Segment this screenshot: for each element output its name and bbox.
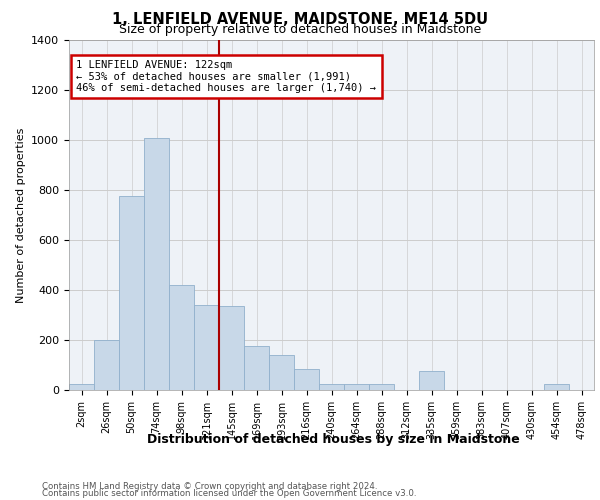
Text: Distribution of detached houses by size in Maidstone: Distribution of detached houses by size …: [146, 432, 520, 446]
Text: 1 LENFIELD AVENUE: 122sqm
← 53% of detached houses are smaller (1,991)
46% of se: 1 LENFIELD AVENUE: 122sqm ← 53% of detac…: [77, 60, 377, 93]
Text: Contains HM Land Registry data © Crown copyright and database right 2024.: Contains HM Land Registry data © Crown c…: [42, 482, 377, 491]
Bar: [219, 306, 244, 390]
Bar: [369, 384, 394, 390]
Bar: [144, 138, 169, 390]
Bar: [344, 384, 369, 390]
Bar: [419, 371, 444, 390]
Bar: [169, 285, 194, 390]
Bar: [69, 384, 94, 390]
Bar: [94, 340, 119, 390]
Bar: [119, 196, 144, 390]
Y-axis label: Number of detached properties: Number of detached properties: [16, 128, 26, 302]
Bar: [319, 384, 344, 390]
Bar: [294, 369, 319, 390]
Bar: [544, 384, 569, 390]
Text: 1, LENFIELD AVENUE, MAIDSTONE, ME14 5DU: 1, LENFIELD AVENUE, MAIDSTONE, ME14 5DU: [112, 12, 488, 26]
Bar: [194, 305, 219, 390]
Bar: [269, 355, 294, 390]
Bar: [244, 346, 269, 390]
Text: Size of property relative to detached houses in Maidstone: Size of property relative to detached ho…: [119, 22, 481, 36]
Text: Contains public sector information licensed under the Open Government Licence v3: Contains public sector information licen…: [42, 488, 416, 498]
